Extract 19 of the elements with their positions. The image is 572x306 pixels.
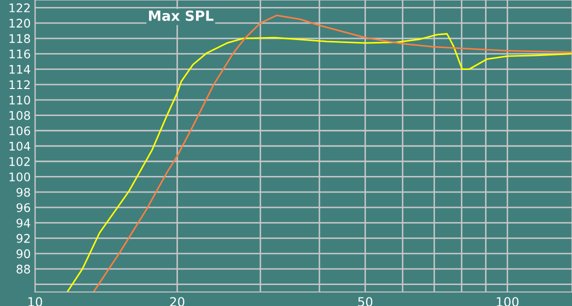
y-tick-label: 122 <box>10 3 30 12</box>
y-tick-label: 120 <box>10 18 30 28</box>
y-tick-label: 94 <box>16 218 30 228</box>
y-tick-label: 116 <box>10 50 30 58</box>
y-tick-label: 102 <box>10 157 30 166</box>
text: Max SPL <box>149 10 214 21</box>
y-tick-label: 112 <box>10 80 30 90</box>
y-tick-label: 90 <box>16 249 30 258</box>
y-tick-label: 104 <box>10 142 30 151</box>
y-tick-label: 98 <box>16 188 30 197</box>
y-tick-label: 100 <box>10 172 30 182</box>
y-tick-label: 92 <box>16 234 30 243</box>
y-tick-label: 114 <box>10 65 30 74</box>
y-tick-label: 108 <box>10 110 30 120</box>
y-tick-label: 96 <box>16 203 30 212</box>
y-tick-label: 106 <box>10 126 30 136</box>
y-tick-label: 118 <box>10 34 30 44</box>
y-tick-label: 110 <box>10 96 30 105</box>
y-tick-label: 88 <box>16 264 30 274</box>
